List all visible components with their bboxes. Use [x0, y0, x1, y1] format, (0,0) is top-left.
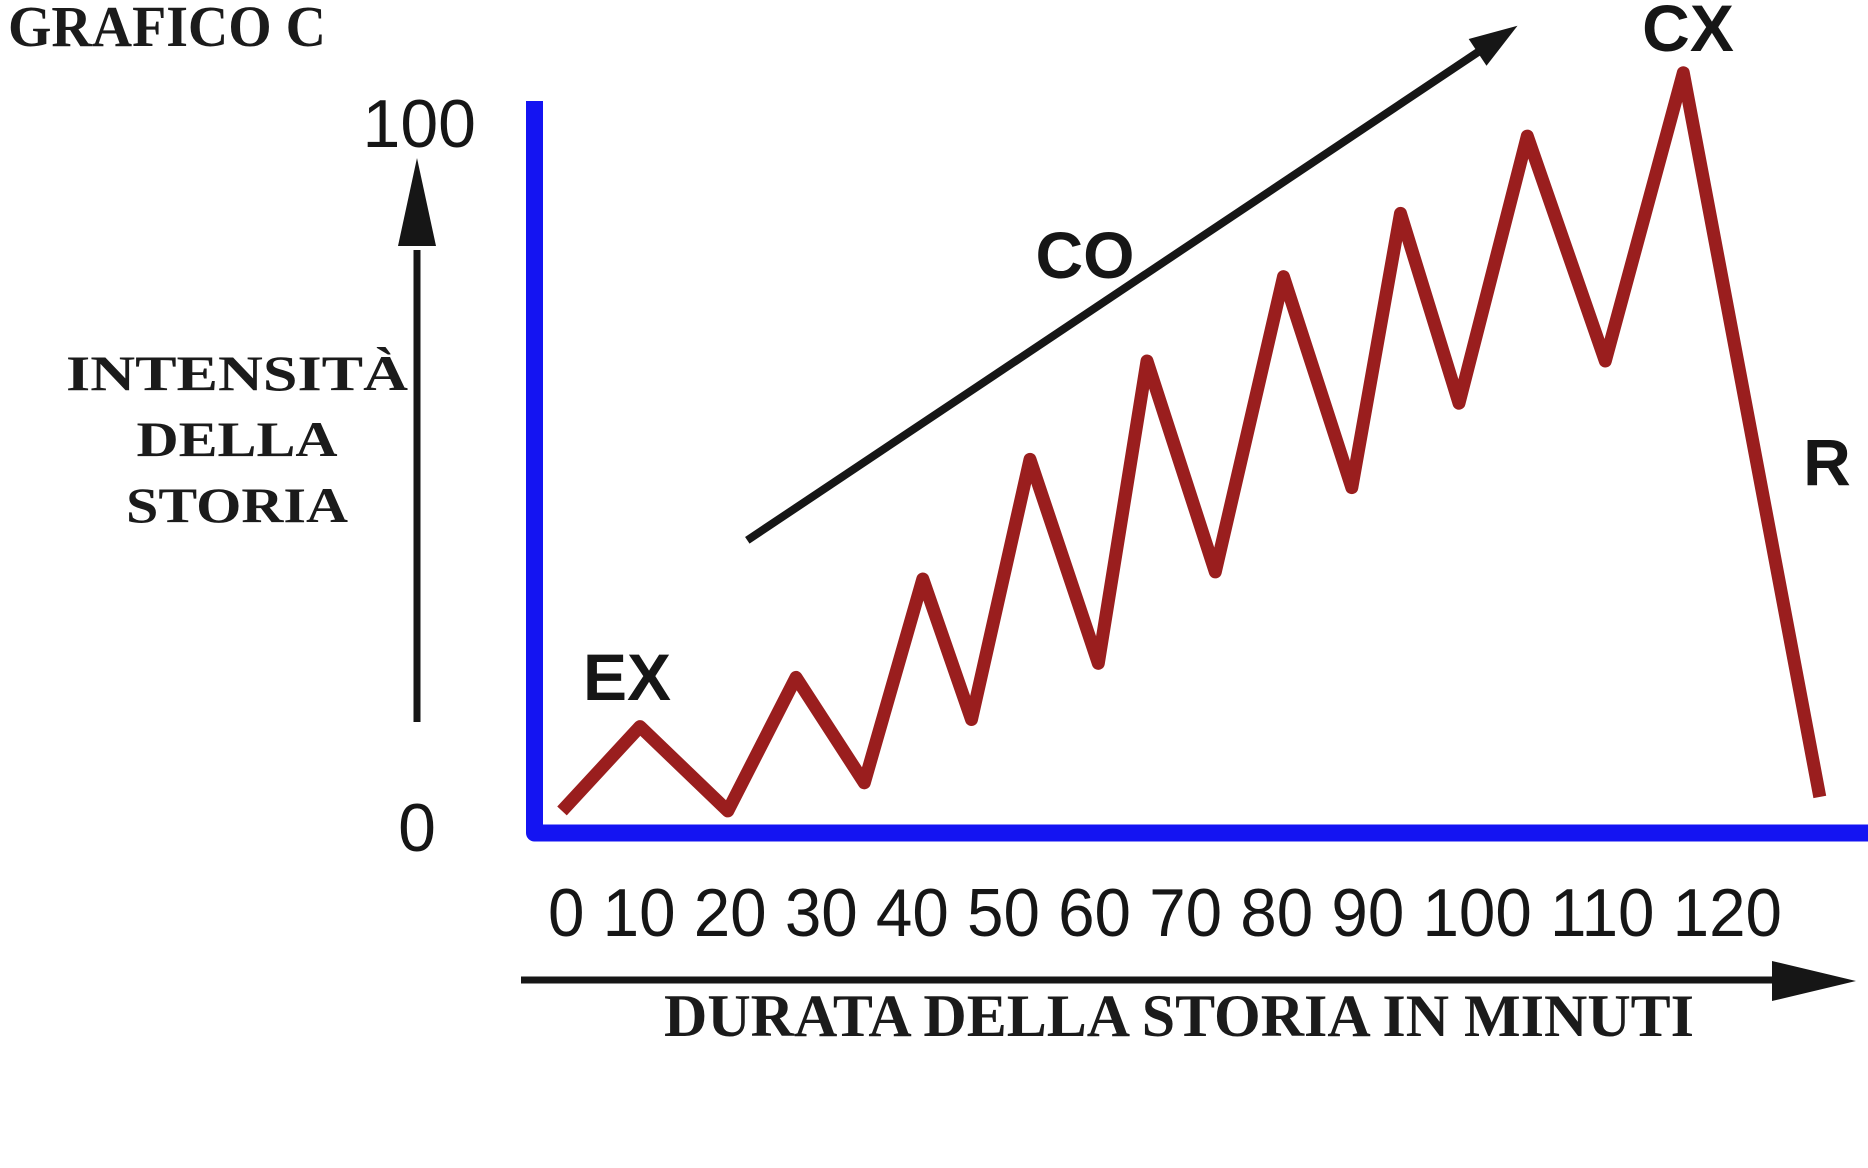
y-axis-arrowhead-icon	[398, 158, 436, 246]
y-axis-label-line3: STORIA	[126, 477, 348, 533]
annotation-resolution: R	[1803, 425, 1851, 499]
x-tick-row: 0 10 20 30 40 50 60 70 80 90 100 110 120	[548, 875, 1782, 951]
y-tick-max: 100	[363, 86, 476, 162]
chart-title: GRAFICO C	[8, 0, 326, 59]
co-arrow-line	[745, 45, 1485, 544]
annotation-exposition: EX	[583, 640, 671, 714]
annotation-climax: CX	[1642, 0, 1734, 65]
y-axis-label-line1: INTENSITÀ	[66, 345, 408, 401]
axis-frame	[526, 101, 1868, 842]
co-arrow-head-icon	[1468, 25, 1518, 66]
x-axis-label: DURATA DELLA STORIA IN MINUTI	[664, 983, 1694, 1049]
y-tick-min: 0	[398, 790, 436, 866]
intensity-line	[557, 66, 1827, 818]
annotation-rising-action: CO	[1036, 218, 1135, 292]
y-axis-label-line2: DELLA	[137, 411, 338, 467]
x-axis-arrowhead-icon	[1772, 961, 1856, 1001]
